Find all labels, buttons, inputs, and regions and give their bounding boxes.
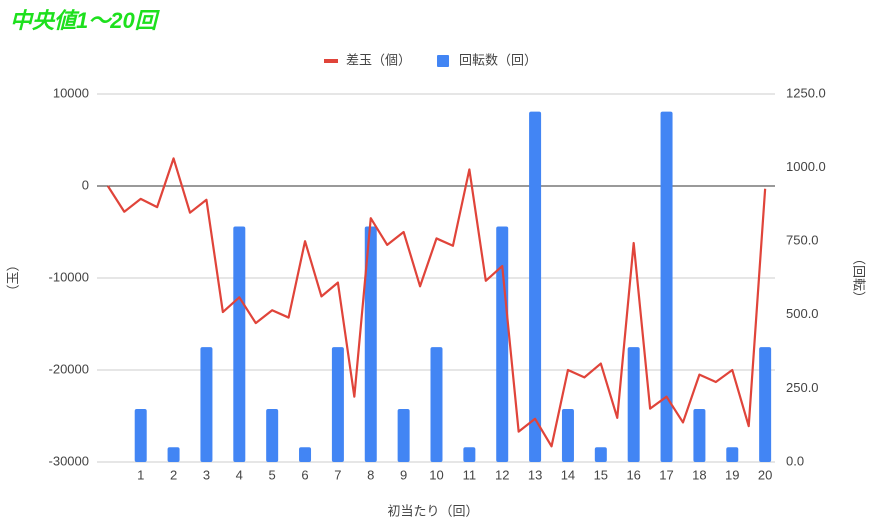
y2-tick-label: 1250.0 <box>786 85 826 100</box>
legend-label: 差玉（個） <box>346 52 411 67</box>
y-tick-label: -10000 <box>49 269 89 284</box>
y-tick-label: 10000 <box>53 85 89 100</box>
bar <box>561 409 574 462</box>
y2-tick-label: 250.0 <box>786 380 819 395</box>
x-tick-label: 1 <box>137 467 144 482</box>
x-tick-label: 9 <box>400 467 407 482</box>
legend-swatch <box>437 55 450 67</box>
bar <box>660 111 673 462</box>
y-tick-label: -20000 <box>49 361 89 376</box>
legend-label: 回転数（回） <box>459 52 537 67</box>
bar <box>200 347 213 462</box>
bar <box>463 447 476 462</box>
bar <box>627 347 640 462</box>
bar <box>167 447 180 462</box>
bar <box>364 226 377 462</box>
y2-tick-label: 500.0 <box>786 306 819 321</box>
x-tick-label: 8 <box>367 467 374 482</box>
x-tick-label: 15 <box>594 467 608 482</box>
x-axis-title: 初当たり（回） <box>387 503 478 518</box>
y2-tick-label: 750.0 <box>786 233 819 248</box>
x-tick-label: 16 <box>626 467 640 482</box>
x-tick-label: 4 <box>236 467 243 482</box>
y2-axis-title: （回転） <box>852 252 867 304</box>
bar <box>299 447 312 462</box>
x-tick-label: 20 <box>758 467 772 482</box>
y2-tick-label: 1000.0 <box>786 159 826 174</box>
bar <box>594 447 607 462</box>
bar <box>529 111 542 462</box>
chart-title: 中央値1〜20回 <box>10 8 161 33</box>
x-tick-label: 17 <box>659 467 673 482</box>
x-tick-label: 12 <box>495 467 509 482</box>
bar <box>496 226 509 462</box>
bar <box>266 409 279 462</box>
line <box>106 157 767 448</box>
x-tick-label: 13 <box>528 467 542 482</box>
x-tick-label: 7 <box>334 467 341 482</box>
bar <box>134 409 147 462</box>
x-tick-label: 11 <box>463 467 477 482</box>
bar <box>430 347 443 462</box>
bar <box>726 447 739 462</box>
x-tick-label: 5 <box>269 467 276 482</box>
bar <box>233 226 246 462</box>
y-axis-title: （玉） <box>5 258 20 297</box>
x-tick-label: 18 <box>692 467 706 482</box>
bar <box>331 347 344 462</box>
y-tick-label: -30000 <box>49 453 89 468</box>
y-tick-label: 0 <box>82 177 89 192</box>
x-tick-label: 14 <box>561 467 575 482</box>
y2-tick-label: 0.0 <box>786 453 804 468</box>
x-tick-label: 10 <box>429 467 443 482</box>
x-tick-label: 3 <box>203 467 210 482</box>
x-tick-label: 2 <box>170 467 177 482</box>
bar <box>397 409 410 462</box>
x-tick-label: 19 <box>725 467 739 482</box>
x-tick-label: 6 <box>301 467 308 482</box>
bar <box>759 347 772 462</box>
bar <box>693 409 706 462</box>
